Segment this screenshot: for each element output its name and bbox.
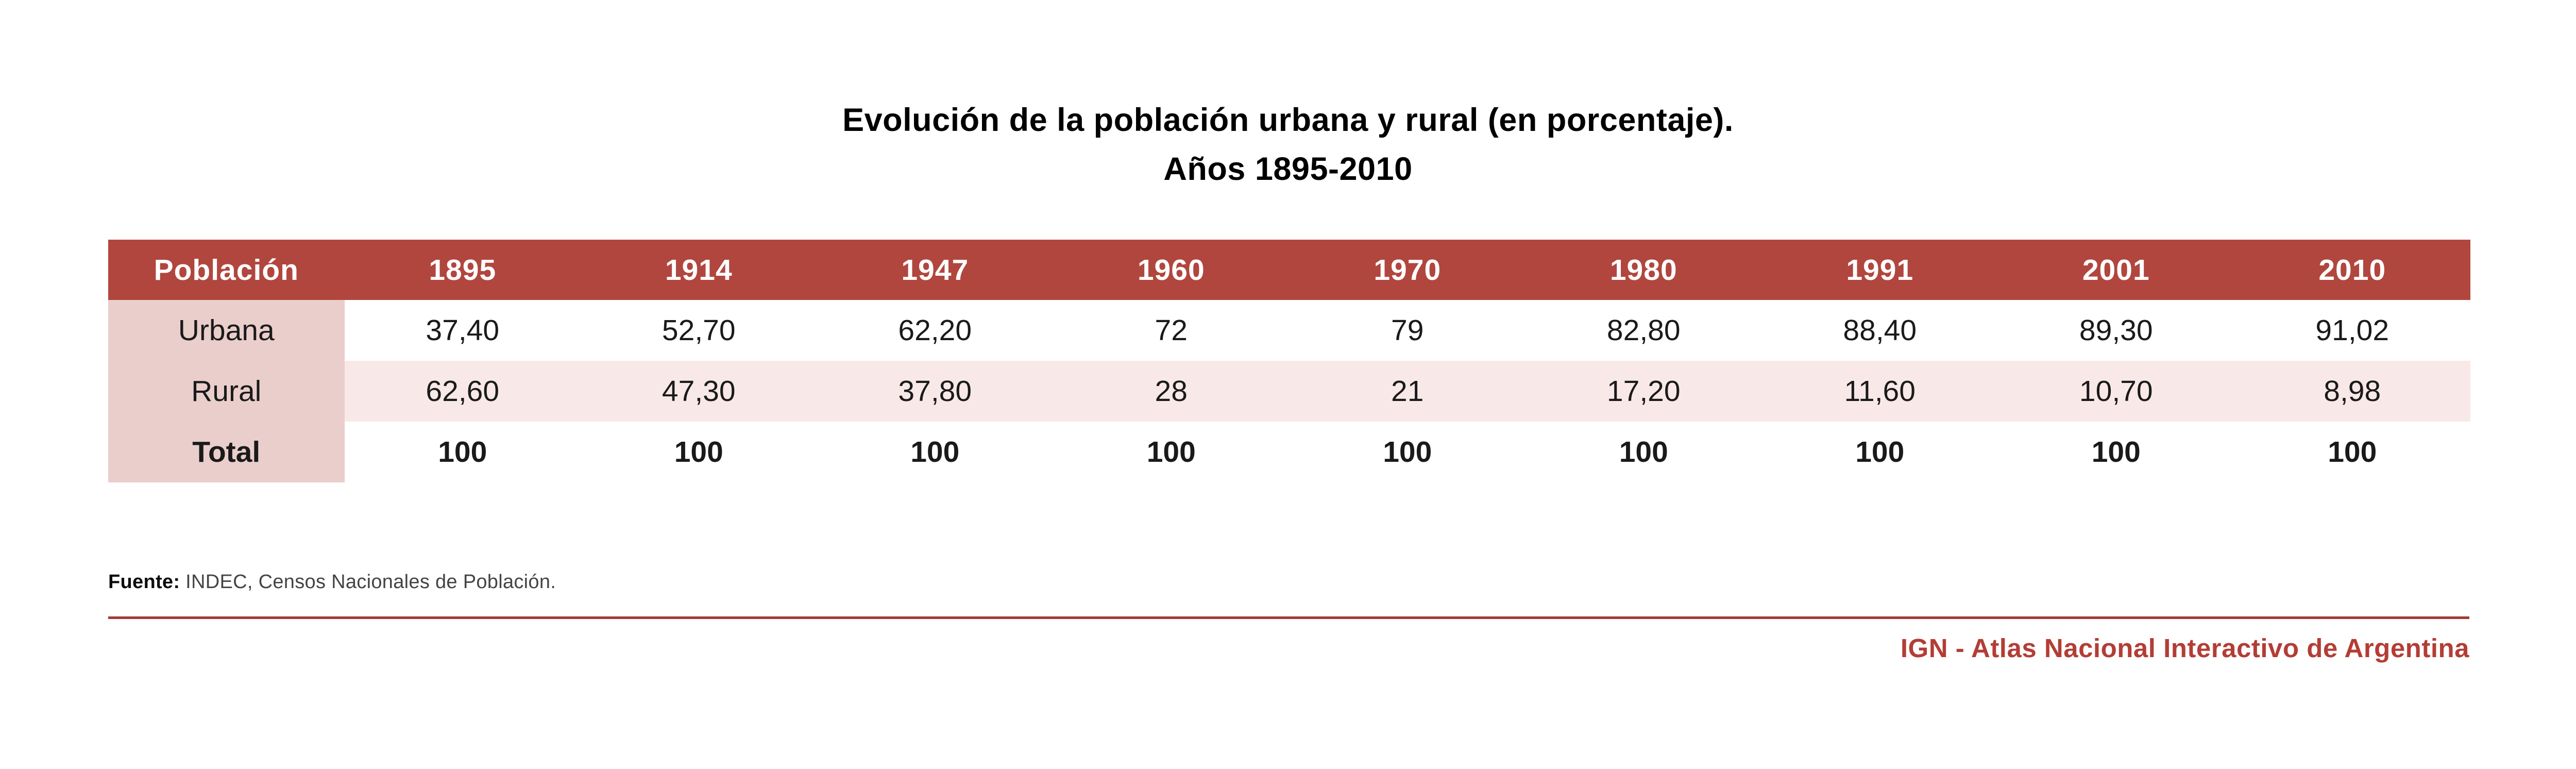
chart-title: Evolución de la población urbana y rural…	[0, 96, 2576, 193]
value-cell: 100	[674, 436, 723, 469]
table-header-row: Población 1895 1914 1947 1960 1970 1980 1991 200…	[108, 240, 2470, 300]
credit-text: IGN - Atlas Nacional Interactivo de Arge…	[1900, 633, 2469, 663]
value-cell: 72	[1155, 314, 1188, 347]
row-label-cell: Rural	[108, 361, 345, 422]
value-cell: 62,60	[344, 361, 581, 422]
value-cell: 82,80	[1606, 314, 1681, 347]
table-row: Urbana 37,40 52,70 62,20 72 79 82,80 88,40 89,30…	[108, 300, 2470, 361]
table-body: Urbana 37,40 52,70 62,20 72 79 82,80 88,40 89,30…	[108, 300, 2470, 482]
header-cell-year: 2001	[1998, 240, 2234, 300]
population-table: Población 1895 1914 1947 1960 1970 1980 1991 200…	[108, 240, 2470, 482]
value-cell: 28	[1053, 361, 1290, 422]
value-cell: 52,70	[662, 314, 736, 347]
header-cell-year: 1914	[581, 240, 817, 300]
value-cell: 62,20	[898, 314, 972, 347]
row-label-cell: Urbana	[108, 300, 345, 361]
value-cell: 91,02	[2315, 314, 2389, 347]
row-label-cell: Total	[108, 422, 345, 482]
value-cell: 21	[1289, 361, 1526, 422]
value-cell: 47,30	[581, 361, 817, 422]
value-cell: 17,20	[1526, 361, 1762, 422]
source-label: Fuente:	[108, 571, 180, 593]
divider-rule	[108, 616, 2469, 619]
header-cell-year: 2010	[2234, 240, 2470, 300]
value-cell: 100	[2328, 436, 2377, 469]
value-cell: 79	[1391, 314, 1424, 347]
header-cell-year: 1970	[1289, 240, 1526, 300]
value-cell: 37,80	[817, 361, 1053, 422]
value-cell: 10,70	[1998, 361, 2234, 422]
header-cell-label: Población	[108, 240, 345, 300]
value-cell: 8,98	[2234, 361, 2470, 422]
header-cell-year: 1980	[1526, 240, 1762, 300]
header-cell-year: 1991	[1761, 240, 1998, 300]
value-cell: 88,40	[1843, 314, 1917, 347]
title-line-2: Años 1895-2010	[1163, 151, 1413, 187]
table-row: Rural 62,60 47,30 37,80 28 21 17,20 11,60 10,70 8…	[108, 361, 2470, 422]
title-line-1: Evolución de la población urbana y rural…	[842, 102, 1734, 138]
header-cell-year: 1895	[344, 240, 581, 300]
value-cell: 89,30	[2079, 314, 2153, 347]
header-cell-year: 1960	[1053, 240, 1290, 300]
value-cell: 100	[1146, 436, 1196, 469]
table-row: Total 100 100 100 100 100 100 100 100 100	[108, 422, 2470, 482]
source-text: INDEC, Censos Nacionales de Población.	[180, 571, 556, 593]
value-cell: 100	[1855, 436, 1905, 469]
value-cell: 37,40	[426, 314, 500, 347]
value-cell: 100	[2091, 436, 2141, 469]
value-cell: 100	[910, 436, 960, 469]
value-cell: 100	[438, 436, 487, 469]
source-note: Fuente: INDEC, Censos Nacionales de Pobl…	[108, 571, 556, 593]
value-cell: 11,60	[1761, 361, 1998, 422]
header-cell-year: 1947	[817, 240, 1053, 300]
value-cell: 100	[1383, 436, 1432, 469]
value-cell: 100	[1619, 436, 1668, 469]
